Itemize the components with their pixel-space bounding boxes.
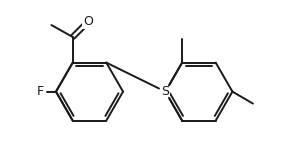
Text: O: O bbox=[84, 15, 93, 28]
Text: F: F bbox=[37, 85, 44, 98]
Text: S: S bbox=[161, 85, 169, 98]
